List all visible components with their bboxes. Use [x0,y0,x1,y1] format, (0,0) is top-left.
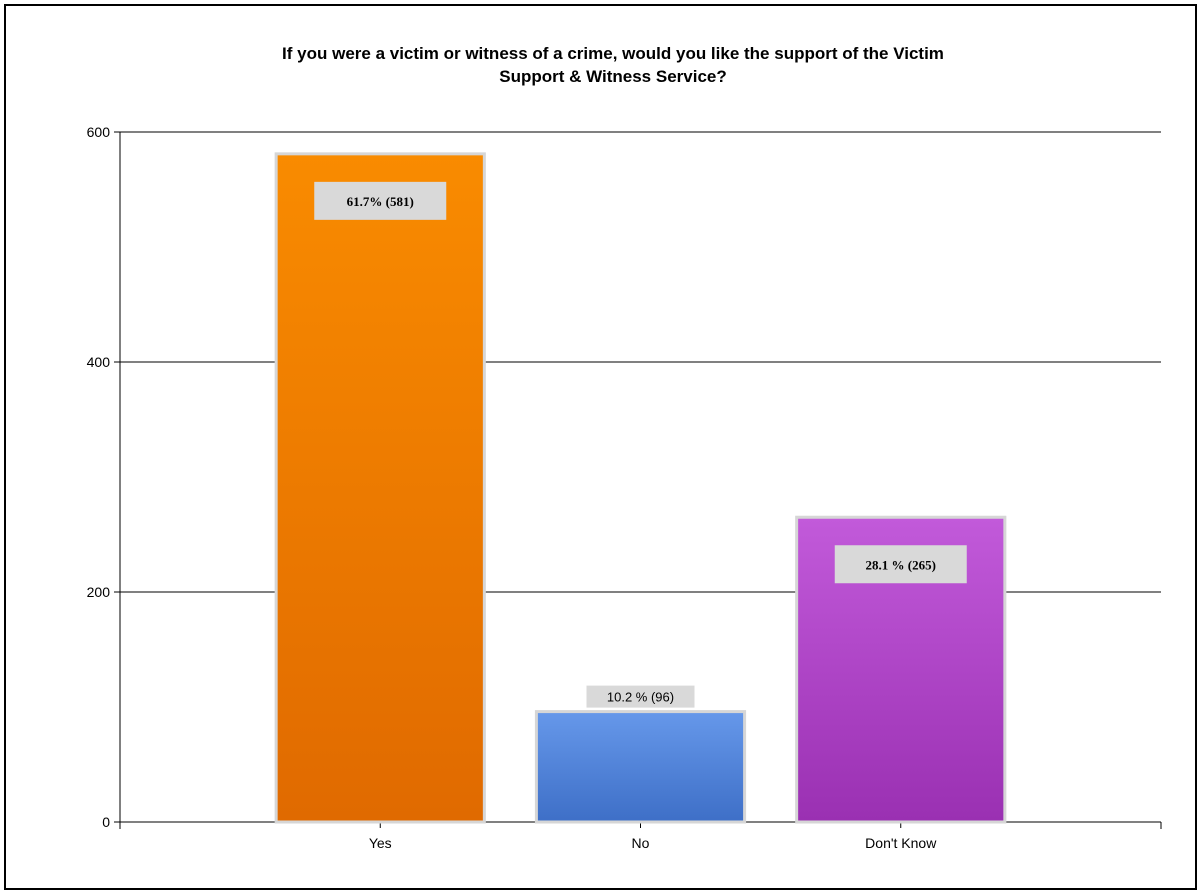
y-tick-labels: 0 200 400 600 [87,124,111,830]
y-tick-label: 0 [102,814,110,830]
data-label-box [586,685,695,708]
data-labels: 61.7% (581) 10.2 % (96) 28.1 % (265) [314,181,967,708]
bar-no [534,710,747,824]
chart-frame: If you were a victim or witness of a cri… [4,4,1197,890]
data-label: 28.1 % (265) [866,557,936,572]
data-label-box [314,181,447,220]
bar-chart: If you were a victim or witness of a cri… [87,44,1162,851]
bars [274,152,1007,824]
y-tick-label: 400 [87,354,111,370]
y-tick-label: 200 [87,584,111,600]
chart-title-line-1: If you were a victim or witness of a cri… [282,44,944,63]
x-tick-label: Yes [369,835,392,851]
x-tick-label: Don't Know [865,835,937,851]
chart-title-line-2: Support & Witness Service? [499,67,727,86]
bar-yes [274,152,486,824]
data-label: 10.2 % (96) [607,690,674,705]
chart-title: If you were a victim or witness of a cri… [282,44,944,86]
y-tick-label: 600 [87,124,111,140]
data-label: 61.7% (581) [347,194,414,209]
x-tick-label: No [632,835,650,851]
x-tick-labels: Yes No Don't Know [369,835,937,851]
data-label-box [834,545,967,584]
